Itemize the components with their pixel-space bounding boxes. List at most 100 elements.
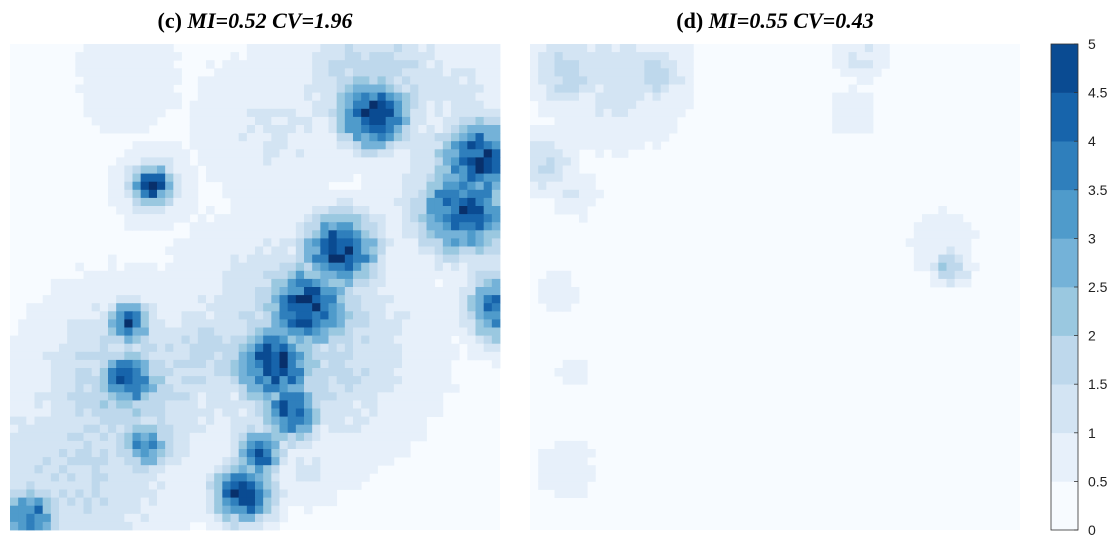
heatmap-cell: [246, 432, 256, 442]
heatmap-cell: [369, 368, 378, 377]
heatmap-cell: [148, 44, 158, 53]
heatmap-cell: [91, 68, 101, 77]
heatmap-cell: [546, 465, 555, 474]
heatmap-cell: [263, 238, 272, 247]
heatmap-cell: [222, 295, 231, 304]
heatmap-cell: [344, 230, 354, 239]
heatmap-cell: [132, 424, 142, 434]
heatmap-cell: [287, 214, 297, 223]
heatmap-cell: [393, 432, 403, 442]
heatmap-cell: [124, 505, 133, 515]
heatmap-cell: [344, 311, 354, 320]
heatmap-cell: [426, 376, 436, 385]
heatmap-cell: [344, 133, 354, 142]
heatmap-cell: [636, 44, 645, 53]
heatmap-cell: [603, 60, 613, 69]
heatmap-cell: [140, 449, 150, 458]
heatmap-cell: [83, 392, 93, 401]
heatmap-cell: [377, 44, 387, 53]
heatmap-cell: [67, 513, 76, 523]
heatmap-cell: [418, 368, 427, 377]
heatmap-cell: [18, 384, 27, 393]
heatmap-cell: [255, 60, 264, 69]
heatmap-cell: [42, 465, 52, 474]
heatmap-cell: [361, 141, 370, 150]
heatmap-cell: [442, 141, 452, 150]
heatmap-cell: [475, 141, 485, 150]
heatmap-cell: [930, 270, 939, 280]
heatmap-cell: [442, 44, 452, 53]
heatmap-cell: [475, 165, 485, 174]
heatmap-cell: [393, 303, 403, 312]
heatmap-cell: [295, 165, 305, 174]
heatmap-cell: [587, 76, 596, 85]
heatmap-cell: [230, 84, 240, 93]
heatmap-cell: [336, 60, 346, 69]
heatmap-cell: [426, 189, 436, 199]
heatmap-cell: [271, 84, 280, 93]
heatmap-cell: [189, 465, 199, 474]
heatmap-cell: [336, 432, 346, 442]
heatmap-cell: [467, 125, 476, 134]
heatmap-cell: [369, 181, 378, 191]
heatmap-cell: [426, 133, 436, 142]
heatmap-cell: [442, 384, 452, 393]
heatmap-cell: [554, 278, 564, 288]
heatmap-cell: [328, 52, 338, 61]
heatmap-cell: [50, 278, 60, 288]
heatmap-cell: [570, 440, 580, 450]
heatmap-cell: [628, 108, 637, 118]
heatmap-cell: [157, 76, 166, 85]
heatmap-cell: [238, 311, 248, 320]
heatmap-cell: [562, 473, 572, 482]
heatmap-cell: [320, 238, 329, 247]
heatmap-cell: [222, 68, 231, 77]
heatmap-cell: [954, 238, 964, 247]
heatmap-cell: [312, 416, 321, 426]
heatmap-cell: [442, 351, 452, 361]
heatmap-cell: [42, 400, 52, 409]
heatmap-cell: [426, 408, 436, 417]
heatmap-cell: [197, 327, 207, 336]
heatmap-cell: [393, 278, 403, 288]
heatmap-cell: [263, 440, 272, 450]
heatmap-cell: [636, 92, 645, 102]
heatmap-cell: [287, 457, 297, 466]
heatmap-cell: [328, 424, 338, 434]
heatmap-cell: [173, 52, 182, 61]
heatmap-cell: [140, 327, 150, 336]
heatmap-cell: [619, 68, 629, 77]
heatmap-cell: [320, 473, 329, 482]
heatmap-cell: [238, 432, 248, 442]
heatmap-cell: [295, 246, 305, 255]
heatmap-cell: [434, 173, 444, 183]
heatmap-cell: [312, 84, 321, 93]
heatmap-cell: [451, 108, 460, 118]
heatmap-cell: [181, 351, 191, 361]
heatmap-cell: [124, 149, 133, 158]
heatmap-cell: [75, 489, 84, 498]
heatmap-cell: [246, 84, 256, 93]
heatmap-cell: [91, 60, 101, 69]
heatmap-cell: [214, 125, 223, 134]
heatmap-cell: [312, 392, 321, 401]
heatmap-cell: [434, 84, 444, 93]
heatmap-cell: [189, 270, 199, 280]
heatmap-cell: [832, 60, 841, 69]
heatmap-cell: [336, 133, 346, 142]
heatmap-cell: [660, 60, 670, 69]
heatmap-cell: [189, 319, 199, 328]
heatmap-cell: [328, 133, 338, 142]
heatmap-cell: [304, 416, 313, 426]
heatmap-cell: [140, 513, 150, 523]
heatmap-cell: [467, 254, 476, 264]
heatmap-cell: [238, 481, 248, 490]
heatmap-cell: [328, 392, 338, 401]
heatmap-cell: [418, 44, 427, 53]
heatmap-cell: [42, 489, 52, 498]
heatmap-cell: [636, 125, 645, 134]
heatmap-cell: [246, 262, 256, 272]
heatmap-cell: [132, 92, 142, 102]
heatmap-cell: [116, 384, 125, 393]
heatmap-cell: [75, 432, 84, 442]
